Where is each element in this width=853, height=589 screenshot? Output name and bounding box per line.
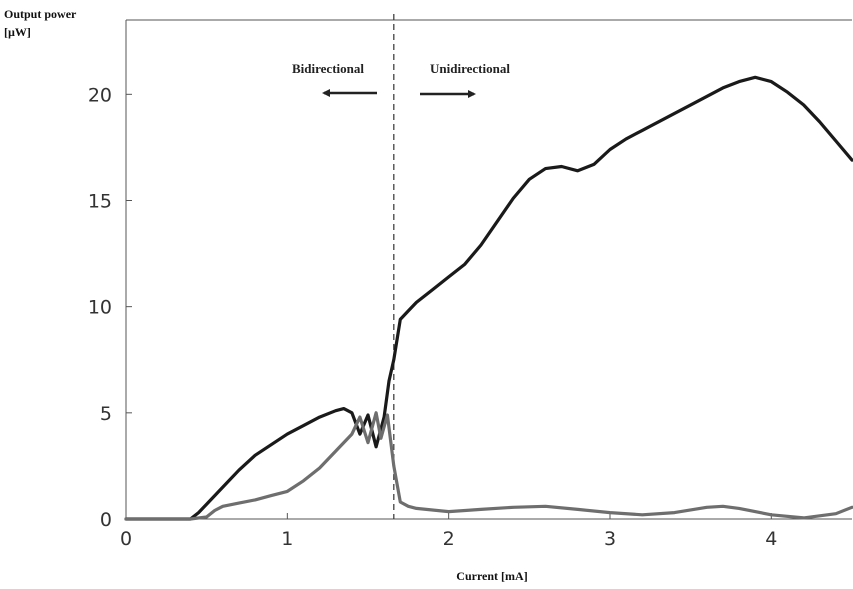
plot-area — [124, 14, 853, 521]
y-tick-label: 0 — [100, 509, 112, 531]
annotation-unidirectional: Unidirectional — [430, 61, 510, 76]
y-tick-label: 5 — [100, 403, 112, 425]
x-axis-label: Current [mA] — [456, 569, 527, 583]
x-tick-label: 1 — [281, 528, 293, 550]
y-axis-label: Output power — [4, 7, 77, 21]
x-tick-label: 0 — [120, 528, 132, 550]
y-tick-label: 20 — [88, 84, 112, 106]
y-axis-unit: [µW] — [4, 25, 31, 39]
axes: 0 1 2 3 4 0 5 10 15 20 — [88, 19, 852, 550]
annotation-bidirectional: Bidirectional — [292, 61, 364, 76]
y-tick-label: 15 — [88, 190, 112, 212]
x-tick-label: 3 — [604, 528, 616, 550]
y-tick-label: 10 — [88, 297, 112, 319]
series-line-2 — [124, 411, 853, 521]
x-tick-label: 2 — [443, 528, 455, 550]
x-tick-label: 4 — [765, 528, 777, 550]
series-line-1 — [124, 75, 853, 521]
